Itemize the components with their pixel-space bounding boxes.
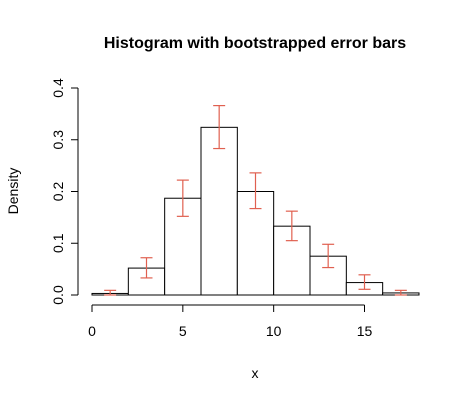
y-tick-label: 0.0 — [50, 285, 66, 305]
error-bar-2 — [140, 257, 153, 279]
error-bar-6 — [285, 210, 298, 242]
x-tick-label: 10 — [266, 323, 282, 339]
error-bar-8 — [358, 274, 371, 290]
error-bar-3 — [176, 179, 189, 217]
y-axis-label: Density — [5, 168, 21, 215]
x-axis-label: x — [252, 365, 259, 381]
y-tick-label: 0.2 — [50, 182, 66, 202]
x-axis: 0 5 10 15 — [88, 304, 373, 339]
x-tick-label: 0 — [88, 323, 96, 339]
y-axis: 0.0 0.1 0.2 0.3 0.4 — [50, 78, 79, 305]
error-bar-1 — [104, 289, 117, 296]
chart-title: Histogram with bootstrapped error bars — [104, 35, 406, 52]
error-bar-5 — [249, 172, 262, 210]
histogram-bars — [91, 126, 420, 296]
error-bar-7 — [322, 243, 335, 269]
y-tick-label: 0.3 — [50, 130, 66, 150]
y-tick-label: 0.4 — [50, 78, 66, 98]
error-bar-4 — [213, 104, 226, 150]
x-tick-label: 5 — [179, 323, 187, 339]
x-tick-label: 15 — [357, 323, 373, 339]
error-bars — [104, 104, 407, 296]
error-bar-9 — [394, 289, 407, 296]
histogram-bar-4 — [200, 126, 238, 296]
y-tick-label: 0.1 — [50, 233, 66, 253]
